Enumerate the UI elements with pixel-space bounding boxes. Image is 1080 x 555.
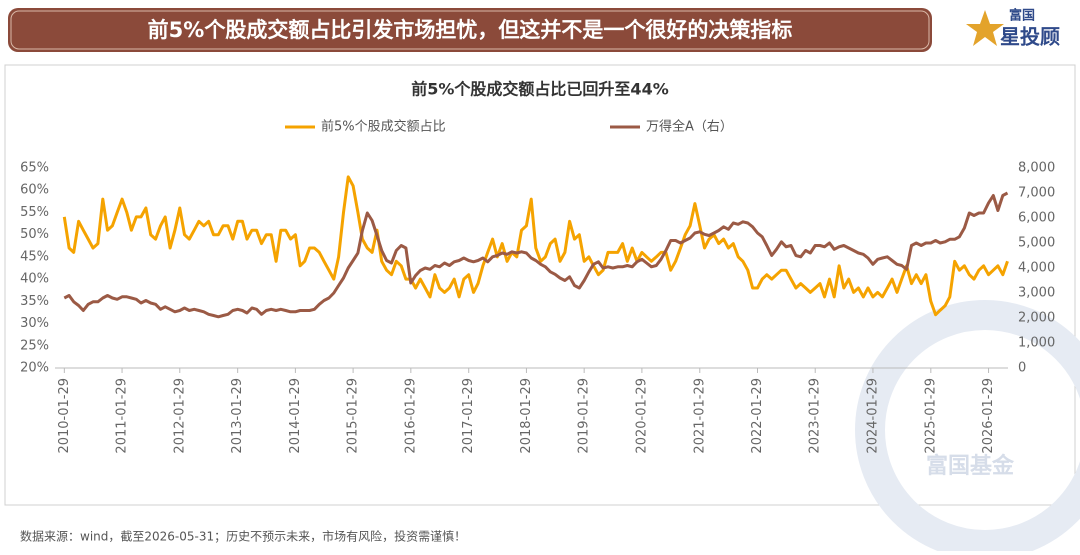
y-tick-label: 25% (20, 338, 49, 353)
x-tick-label: 2026-01-29 (981, 378, 996, 454)
logo-bottom: 星投顾 (1000, 25, 1060, 49)
x-tick-label: 2011-01-29 (115, 378, 130, 454)
series-line (63, 191, 1009, 319)
y2-tick-label: 4,000 (1018, 261, 1055, 276)
y-tick-label: 20% (20, 361, 49, 376)
y-tick-label: 60% (20, 183, 49, 198)
x-tick-label: 2019-01-29 (577, 378, 592, 454)
y2-tick-label: 5,000 (1018, 236, 1055, 251)
y-tick-label: 45% (20, 249, 49, 264)
legend-label: 万得全A（右） (646, 119, 733, 135)
y-tick-label: 50% (20, 227, 49, 242)
chart-title: 前5%个股成交额占比已回升至44% (411, 80, 668, 99)
y2-tick-label: 7,000 (1018, 186, 1055, 201)
x-tick-label: 2015-01-29 (346, 378, 361, 454)
x-tick-label: 2014-01-29 (288, 378, 303, 454)
x-tick-label: 2017-01-29 (461, 378, 476, 454)
y-tick-label: 65% (20, 161, 49, 176)
x-tick-label: 2022-01-29 (750, 378, 765, 454)
x-tick-label: 2012-01-29 (172, 378, 187, 454)
banner-border (10, 10, 930, 50)
y-tick-label: 30% (20, 316, 49, 331)
y2-tick-label: 0 (1018, 361, 1026, 376)
x-tick-label: 2025-01-29 (923, 378, 938, 454)
x-tick-label: 2010-01-29 (57, 378, 72, 454)
x-tick-label: 2021-01-29 (692, 378, 707, 454)
y2-tick-label: 2,000 (1018, 311, 1055, 326)
logo-star (966, 10, 1004, 46)
banner-title: 前5%个股成交额占比引发市场担忧，但这并不是一个很好的决策指标 (148, 18, 793, 42)
x-tick-label: 2016-01-29 (403, 378, 418, 454)
y2-tick-label: 6,000 (1018, 211, 1055, 226)
watermark-ring (855, 300, 1080, 555)
watermark: 富国基金 (926, 453, 1015, 479)
x-tick-label: 2023-01-29 (808, 378, 823, 454)
x-tick-label: 2013-01-29 (230, 378, 245, 454)
x-tick-label: 2024-01-29 (865, 378, 880, 454)
chart-frame (4, 64, 1076, 506)
y2-tick-label: 1,000 (1018, 336, 1055, 351)
legend-label: 前5%个股成交额占比 (321, 119, 446, 135)
banner-bg (8, 8, 932, 52)
x-tick-label: 2018-01-29 (519, 378, 534, 454)
series-line (62, 175, 1009, 317)
logo-top: 富国 (1009, 8, 1035, 24)
y2-tick-label: 3,000 (1018, 286, 1055, 301)
x-tick-label: 2020-01-29 (634, 378, 649, 454)
y-tick-label: 35% (20, 294, 49, 309)
y-tick-label: 55% (20, 205, 49, 220)
y-tick-label: 40% (20, 272, 49, 287)
y2-tick-label: 8,000 (1018, 161, 1055, 176)
footer: 数据来源：wind，截至2026-05-31；历史不预示未来，市场有风险，投资需… (20, 529, 466, 544)
